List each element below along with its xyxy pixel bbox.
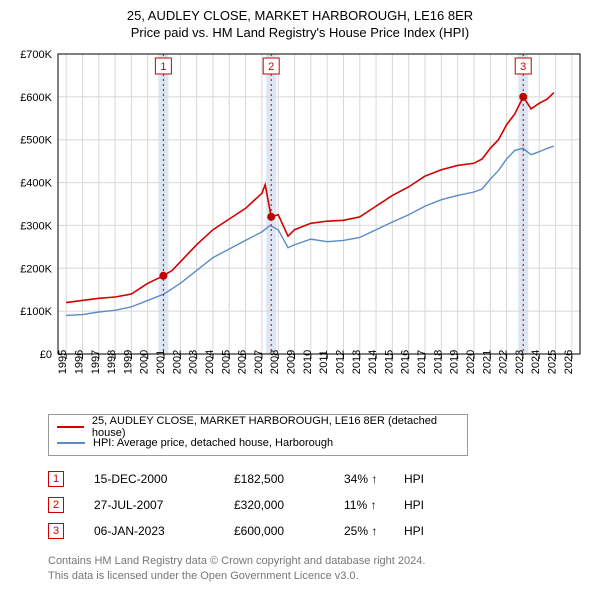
svg-text:1: 1 [160,61,166,73]
sales-table: 1 15-DEC-2000 £182,500 34% ↑ HPI 2 27-JU… [48,466,590,544]
svg-text:2010: 2010 [302,350,314,374]
sale-row: 2 27-JUL-2007 £320,000 11% ↑ HPI [48,492,590,518]
svg-text:2020: 2020 [465,350,477,374]
sale-date: 06-JAN-2023 [94,524,234,538]
svg-text:2009: 2009 [286,350,298,374]
svg-text:2019: 2019 [449,350,461,374]
price-chart: £0 £100K £200K £300K £400K £500K £600K £700K 199… [10,48,590,408]
sale-price: £320,000 [234,498,344,512]
svg-text:1997: 1997 [90,350,102,374]
svg-text:2008: 2008 [269,350,281,374]
svg-text:2024: 2024 [530,350,542,374]
footnote: Contains HM Land Registry data © Crown c… [48,554,590,584]
legend: 25, AUDLEY CLOSE, MARKET HARBOROUGH, LE1… [48,414,468,456]
svg-text:2013: 2013 [351,350,363,374]
svg-text:£400K: £400K [20,178,52,190]
sale-row: 1 15-DEC-2000 £182,500 34% ↑ HPI [48,466,590,492]
svg-text:2021: 2021 [481,350,493,374]
svg-text:2025: 2025 [547,350,559,374]
svg-text:£200K: £200K [20,263,52,275]
svg-text:2014: 2014 [367,350,379,374]
svg-text:2: 2 [268,61,274,73]
svg-text:2000: 2000 [139,350,151,374]
title-line2: Price paid vs. HM Land Registry's House … [10,25,590,40]
svg-text:2026: 2026 [563,350,575,374]
svg-text:2003: 2003 [188,350,200,374]
sale-date: 27-JUL-2007 [94,498,234,512]
svg-text:1999: 1999 [122,350,134,374]
legend-swatch-hpi [57,442,85,444]
svg-text:£0: £0 [40,349,52,361]
svg-text:1995: 1995 [57,350,69,374]
legend-swatch-property [57,426,84,428]
legend-row-property: 25, AUDLEY CLOSE, MARKET HARBOROUGH, LE1… [57,419,459,435]
svg-text:£300K: £300K [20,220,52,232]
svg-text:2015: 2015 [383,350,395,374]
title-line1: 25, AUDLEY CLOSE, MARKET HARBOROUGH, LE1… [10,8,590,23]
sale-pct: 11% ↑ [344,498,404,512]
svg-text:2006: 2006 [237,350,249,374]
legend-label-hpi: HPI: Average price, detached house, Harb… [93,437,333,449]
svg-text:2004: 2004 [204,350,216,374]
svg-text:2022: 2022 [498,350,510,374]
footnote-line2: This data is licensed under the Open Gov… [48,569,590,584]
sale-hpi-label: HPI [404,498,444,512]
svg-text:2012: 2012 [334,350,346,374]
sale-pct: 34% ↑ [344,472,404,486]
sale-pct: 25% ↑ [344,524,404,538]
svg-text:2017: 2017 [416,350,428,374]
svg-text:£700K: £700K [20,49,52,61]
svg-text:2007: 2007 [253,350,265,374]
svg-text:2018: 2018 [432,350,444,374]
sale-row: 3 06-JAN-2023 £600,000 25% ↑ HPI [48,518,590,544]
sale-hpi-label: HPI [404,472,444,486]
sale-date: 15-DEC-2000 [94,472,234,486]
svg-text:2023: 2023 [514,350,526,374]
svg-text:£500K: £500K [20,135,52,147]
svg-text:3: 3 [520,61,526,73]
svg-text:2005: 2005 [220,350,232,374]
sale-number: 1 [48,471,64,487]
svg-text:2001: 2001 [155,350,167,374]
sale-number: 2 [48,497,64,513]
sale-hpi-label: HPI [404,524,444,538]
chart-svg: £0 £100K £200K £300K £400K £500K £600K £700K 199… [10,48,590,408]
sale-price: £182,500 [234,472,344,486]
sale-price: £600,000 [234,524,344,538]
svg-text:2002: 2002 [171,350,183,374]
svg-text:1998: 1998 [106,350,118,374]
footnote-line1: Contains HM Land Registry data © Crown c… [48,554,590,569]
svg-text:2016: 2016 [400,350,412,374]
svg-text:1996: 1996 [73,350,85,374]
legend-label-property: 25, AUDLEY CLOSE, MARKET HARBOROUGH, LE1… [92,415,459,439]
sale-number: 3 [48,523,64,539]
svg-text:£600K: £600K [20,92,52,104]
svg-text:£100K: £100K [20,306,52,318]
